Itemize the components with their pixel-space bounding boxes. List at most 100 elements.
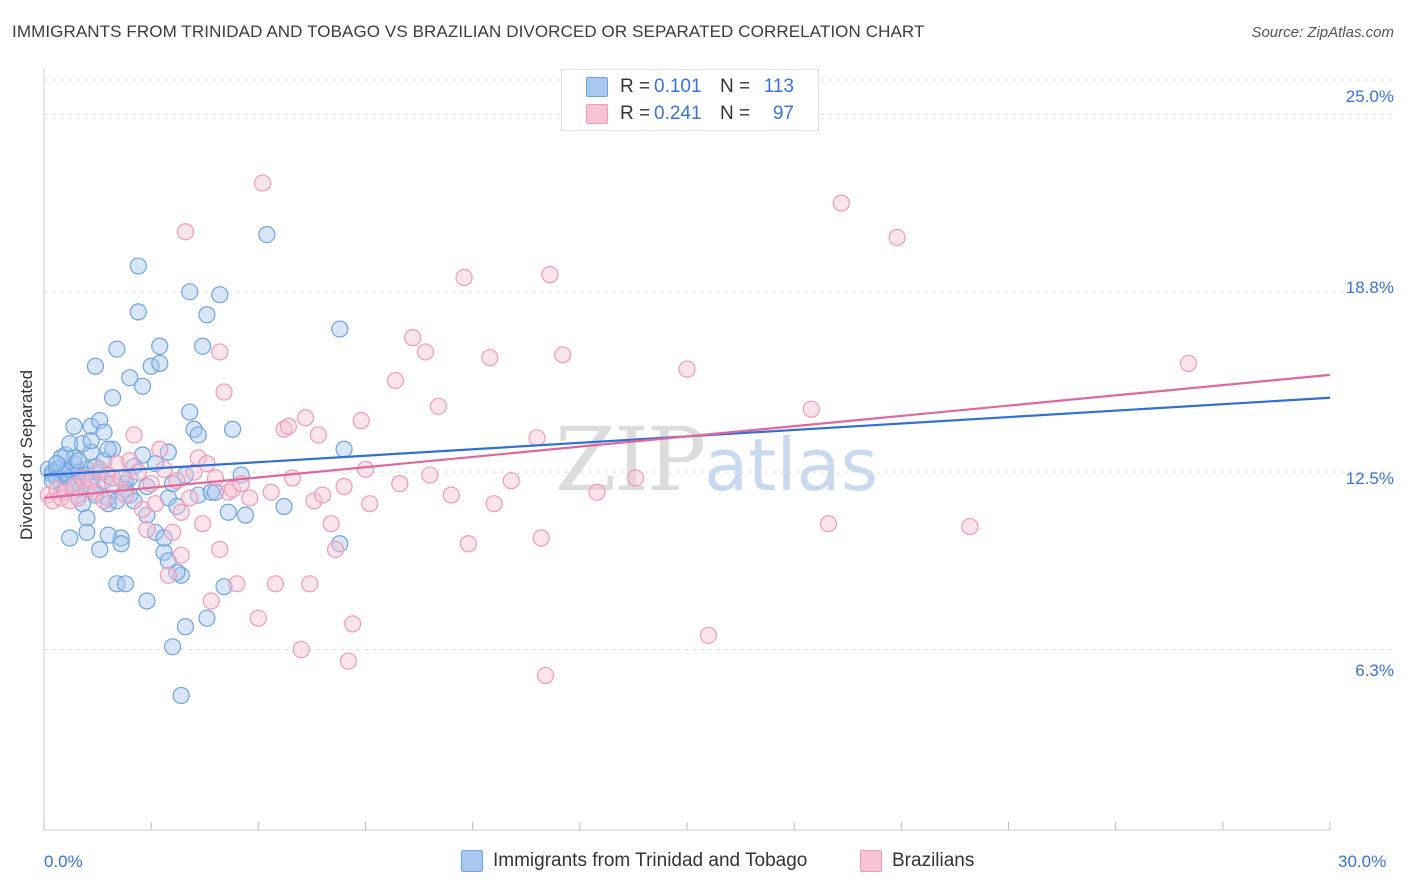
point-brazilians	[91, 460, 109, 478]
point-brazilians	[146, 495, 165, 513]
point-brazilians	[309, 426, 327, 444]
point-trinidad	[78, 523, 96, 541]
point-trinidad	[108, 340, 126, 358]
point-brazilians	[138, 520, 156, 539]
legend-n-value: 113	[763, 76, 794, 97]
point-brazilians	[211, 540, 229, 559]
point-trinidad	[65, 417, 83, 435]
y-axis-label: Divorced or Separated	[17, 369, 36, 541]
point-brazilians	[442, 486, 460, 504]
point-brazilians	[361, 495, 379, 513]
series-legend-item-trinidad[interactable]: Immigrants from Trinidad and Tobago	[461, 850, 807, 872]
point-trinidad	[95, 423, 113, 441]
point-trinidad	[215, 578, 233, 596]
point-brazilians	[536, 666, 555, 685]
point-brazilians	[159, 566, 177, 584]
point-brazilians	[296, 409, 315, 427]
point-trinidad	[99, 526, 117, 544]
point-brazilians	[198, 454, 216, 473]
point-brazilians	[481, 349, 499, 367]
point-brazilians	[678, 360, 696, 378]
point-brazilians	[206, 469, 225, 487]
point-brazilians	[112, 469, 130, 487]
point-trinidad	[172, 686, 190, 705]
point-brazilians	[459, 535, 477, 553]
point-trinidad	[335, 440, 353, 458]
point-trinidad	[91, 540, 109, 559]
point-brazilians	[172, 546, 190, 564]
x-tick-label-0: 0.0%	[44, 852, 83, 871]
point-trinidad	[116, 575, 135, 593]
legend-swatch-series2	[586, 104, 608, 124]
point-brazilians	[121, 452, 139, 470]
point-brazilians	[532, 529, 550, 547]
point-brazilians	[485, 495, 503, 513]
point-brazilians	[164, 523, 182, 541]
series-legend-item-brazilians[interactable]: Brazilians	[860, 850, 974, 872]
point-brazilians	[386, 371, 405, 390]
point-brazilians	[528, 429, 546, 447]
legend-n-label: N =	[720, 103, 751, 124]
point-brazilians	[314, 486, 332, 504]
point-trinidad	[181, 283, 199, 301]
y-tick-label-25: 25.0%	[1345, 87, 1394, 106]
watermark-atlas: atlas	[704, 423, 879, 507]
point-brazilians	[404, 329, 422, 347]
point-trinidad	[176, 618, 195, 636]
point-brazilians	[429, 397, 447, 415]
point-trinidad	[155, 529, 173, 547]
y-tick-label-6.3: 6.3%	[1355, 661, 1394, 680]
series-legend: Immigrants from Trinidad and Tobago Braz…	[0, 850, 1406, 878]
series-legend-label-brazilians: Brazilians	[892, 850, 975, 871]
point-trinidad	[48, 454, 66, 473]
point-trinidad	[224, 420, 242, 438]
point-trinidad	[99, 440, 117, 458]
point-brazilians	[541, 266, 559, 284]
point-trinidad	[189, 426, 207, 444]
point-brazilians	[305, 492, 323, 510]
point-brazilians	[176, 223, 195, 241]
legend-r-value: 0.241	[654, 103, 702, 124]
y-tick-label-12.5: 12.5%	[1345, 469, 1394, 488]
point-trinidad	[129, 257, 147, 275]
series-legend-label-trinidad: Immigrants from Trinidad and Tobago	[493, 850, 808, 871]
point-brazilians	[356, 460, 375, 478]
point-trinidad	[151, 354, 169, 372]
point-brazilians	[224, 480, 242, 498]
point-trinidad	[164, 638, 182, 656]
point-brazilians	[172, 503, 190, 521]
point-brazilians	[151, 440, 169, 458]
point-brazilians	[961, 517, 979, 536]
point-brazilians	[339, 652, 357, 670]
point-brazilians	[249, 609, 267, 627]
point-brazilians	[181, 489, 199, 507]
point-brazilians	[211, 343, 229, 361]
point-brazilians	[241, 489, 259, 507]
legend-r-value: 0.101	[654, 76, 702, 97]
point-brazilians	[1179, 354, 1198, 372]
point-brazilians	[626, 469, 645, 487]
x-tick-label-30: 30.0%	[1338, 852, 1387, 871]
series-legend-swatch-trinidad	[461, 850, 483, 872]
point-trinidad	[151, 337, 169, 355]
point-trinidad	[112, 529, 130, 547]
chart-title: IMMIGRANTS FROM TRINIDAD AND TOBAGO VS B…	[12, 22, 925, 41]
point-brazilians	[588, 483, 606, 501]
legend-n-label: N =	[720, 76, 751, 97]
point-brazilians	[802, 400, 820, 418]
point-brazilians	[832, 194, 850, 212]
point-brazilians	[326, 540, 345, 559]
point-trinidad	[69, 452, 87, 470]
point-brazilians	[284, 469, 302, 487]
point-trinidad	[82, 432, 100, 450]
point-trinidad	[194, 337, 212, 355]
point-brazilians	[279, 417, 297, 435]
point-trinidad	[275, 497, 293, 516]
point-trinidad	[121, 369, 139, 387]
watermark-zip: ZIP	[555, 408, 706, 511]
point-brazilians	[254, 174, 272, 192]
point-trinidad	[331, 320, 349, 338]
point-brazilians	[155, 460, 173, 478]
point-trinidad	[112, 535, 130, 553]
